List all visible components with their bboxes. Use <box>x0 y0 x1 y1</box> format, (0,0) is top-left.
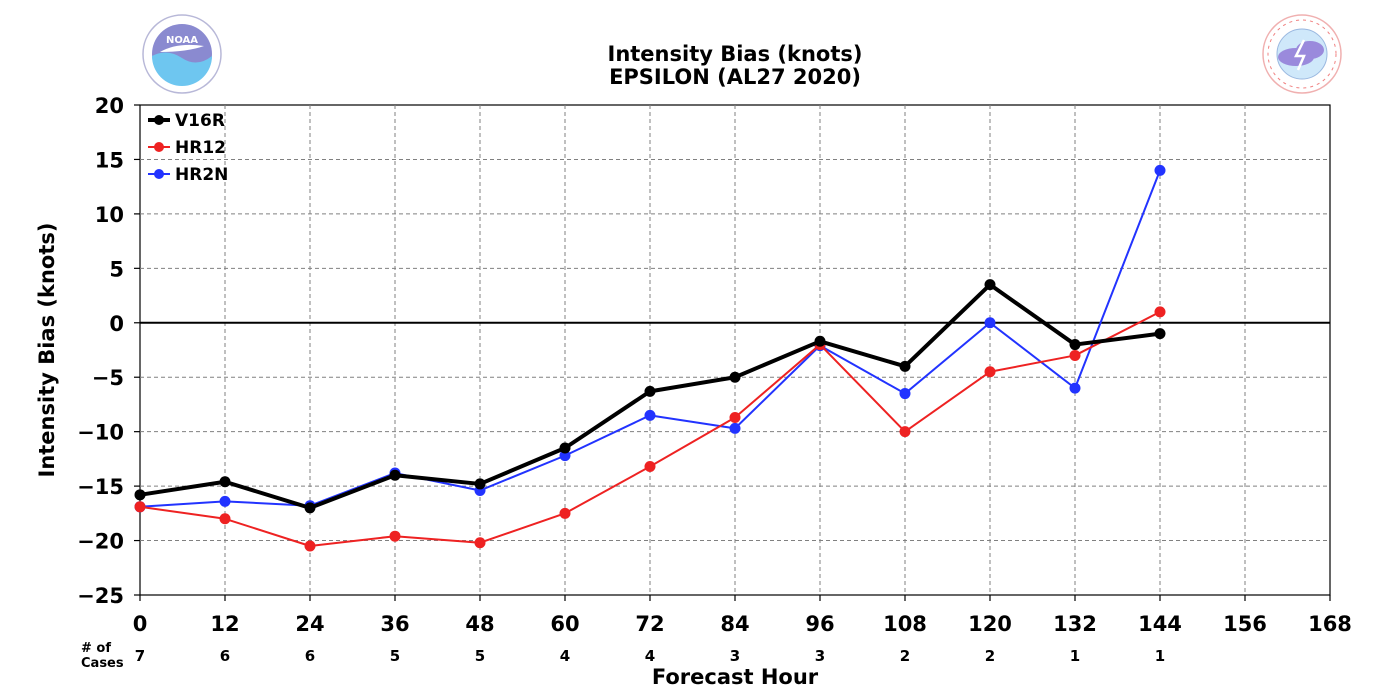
case-count: 5 <box>475 647 485 665</box>
data-point-hr2n <box>729 422 741 434</box>
x-tick-label: 72 <box>635 612 664 636</box>
x-tick-label: 48 <box>465 612 494 636</box>
legend-label-hr2n: HR2N <box>175 165 228 185</box>
noaa-logo-text: NOAA <box>166 35 198 46</box>
data-point-hr12 <box>984 366 996 378</box>
y-axis-label: Intensity Bias (knots) <box>35 223 59 478</box>
data-point-v16r <box>474 478 486 490</box>
cases-label-line2: Cases <box>81 656 124 671</box>
data-point-v16r <box>134 489 146 501</box>
case-count: 7 <box>135 647 145 665</box>
legend-label-v16r: V16R <box>175 111 225 131</box>
series-v16r <box>134 279 1166 514</box>
data-point-v16r <box>984 279 996 291</box>
data-point-hr12 <box>304 540 316 552</box>
y-tick-label: 20 <box>95 94 124 118</box>
y-tick-label: 10 <box>95 203 124 227</box>
case-counts: 7 6 6 5 5 4 4 3 3 2 2 1 1 <box>135 647 1165 665</box>
x-tick-label: 60 <box>550 612 579 636</box>
series-hr12 <box>134 306 1166 552</box>
data-point-v16r <box>1154 328 1166 340</box>
legend-marker-hr12 <box>154 142 164 152</box>
x-tick-label: 156 <box>1223 612 1267 636</box>
data-point-v16r <box>899 360 911 372</box>
y-tick-label: −15 <box>77 475 124 499</box>
data-point-hr12 <box>559 507 571 519</box>
y-tick-label: −10 <box>77 421 124 445</box>
case-count: 3 <box>730 647 740 665</box>
case-count: 6 <box>305 647 315 665</box>
case-count: 3 <box>815 647 825 665</box>
data-point-hr2n <box>219 495 231 507</box>
case-count: 2 <box>900 647 910 665</box>
x-axis-ticks: 0 12 24 36 48 60 72 84 96 108 120 132 144 156 168 <box>133 595 1352 636</box>
legend: V16R HR12 HR2N <box>148 111 228 185</box>
chart-title-line2: EPSILON (AL27 2020) <box>609 65 861 89</box>
case-count: 5 <box>390 647 400 665</box>
data-point-hr2n <box>559 450 571 462</box>
case-count: 2 <box>985 647 995 665</box>
chart-title-line1: Intensity Bias (knots) <box>608 42 863 66</box>
case-count: 4 <box>645 647 655 665</box>
data-point-v16r <box>389 469 401 481</box>
x-tick-label: 84 <box>720 612 749 636</box>
data-point-hr2n <box>1069 382 1081 394</box>
data-point-v16r <box>814 335 826 347</box>
legend-marker-hr2n <box>154 169 164 179</box>
data-point-hr2n <box>984 317 996 329</box>
x-axis-label: Forecast Hour <box>652 665 819 689</box>
data-point-hr2n <box>899 388 911 400</box>
y-tick-label: 0 <box>109 312 124 336</box>
data-point-hr12 <box>644 461 656 473</box>
x-tick-label: 24 <box>295 612 324 636</box>
data-point-hr2n <box>644 409 656 421</box>
data-point-hr2n <box>1154 164 1166 176</box>
y-tick-label: 15 <box>95 148 124 172</box>
y-tick-label: −20 <box>77 530 124 554</box>
data-point-hr12 <box>729 412 741 424</box>
legend-label-hr12: HR12 <box>175 138 226 158</box>
series-lines <box>134 164 1166 552</box>
data-point-hr12 <box>899 426 911 438</box>
data-point-v16r <box>1069 339 1081 351</box>
data-point-hr12 <box>474 537 486 549</box>
x-tick-label: 120 <box>968 612 1012 636</box>
cases-label-line1: # of <box>81 641 111 656</box>
data-point-hr12 <box>1069 349 1081 361</box>
national-weather-service-logo <box>1262 14 1342 94</box>
data-point-hr12 <box>219 513 231 525</box>
y-tick-label: −25 <box>77 584 124 608</box>
x-tick-label: 168 <box>1308 612 1352 636</box>
data-point-v16r <box>559 442 571 454</box>
y-axis-ticks: −25 −20 −15 −10 −5 0 5 10 15 20 <box>77 94 140 608</box>
y-tick-label: 5 <box>109 257 124 281</box>
x-tick-label: 96 <box>805 612 834 636</box>
x-tick-label: 12 <box>210 612 239 636</box>
y-tick-label: −5 <box>92 366 124 390</box>
x-tick-label: 108 <box>883 612 927 636</box>
noaa-logo: NOAA <box>142 14 222 94</box>
data-point-hr12 <box>1154 306 1166 318</box>
x-tick-label: 144 <box>1138 612 1182 636</box>
data-point-hr12 <box>389 530 401 542</box>
x-tick-label: 36 <box>380 612 409 636</box>
data-point-v16r <box>219 476 231 488</box>
case-count: 6 <box>220 647 230 665</box>
legend-marker-v16r <box>154 115 164 125</box>
data-point-v16r <box>304 502 316 514</box>
x-tick-label: 0 <box>133 612 148 636</box>
data-point-hr12 <box>134 501 146 513</box>
case-count: 1 <box>1155 647 1165 665</box>
case-count: 1 <box>1070 647 1080 665</box>
data-point-v16r <box>729 371 741 383</box>
data-point-v16r <box>644 385 656 397</box>
x-tick-label: 132 <box>1053 612 1097 636</box>
case-count: 4 <box>560 647 570 665</box>
